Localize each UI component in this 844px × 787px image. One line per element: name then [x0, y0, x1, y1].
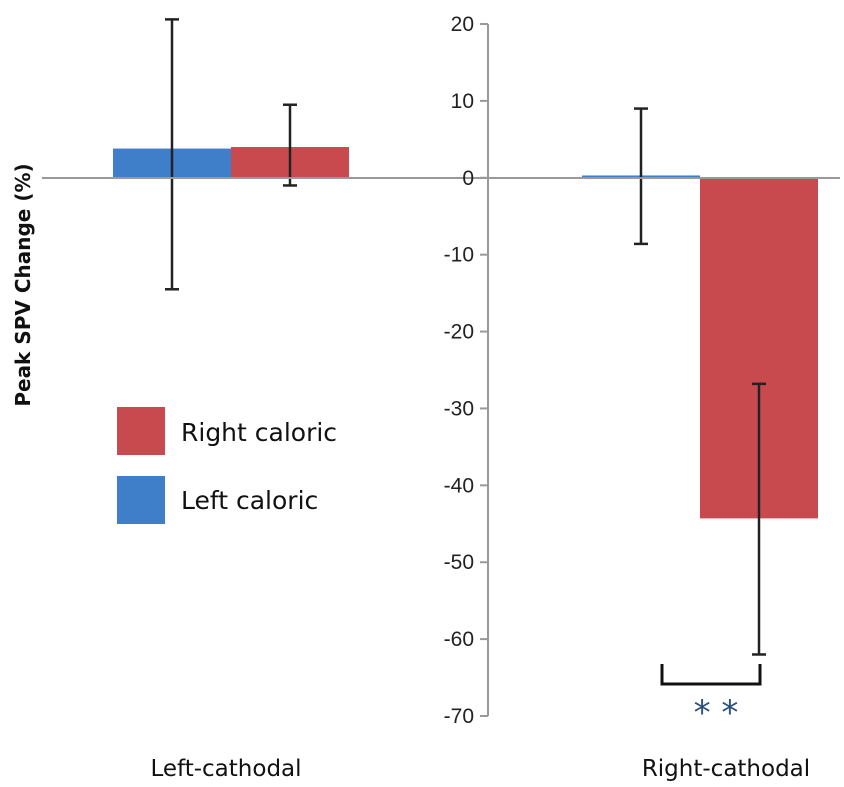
y-ticks-layer: 20 10 0 -10 -20 -30 -40 -50 -60 -70 [444, 13, 488, 728]
y-tick-label: -50 [444, 551, 474, 574]
y-tick-label: -70 [444, 705, 474, 728]
y-tick-label: -30 [444, 397, 474, 420]
legend-swatch-right-caloric [117, 407, 165, 455]
category-label-right: Right-cathodal [642, 756, 810, 782]
y-tick-label: 0 [462, 167, 474, 190]
y-tick-label: -60 [444, 628, 474, 651]
significance-stars: * * [694, 693, 739, 733]
category-label-left: Left-cathodal [150, 756, 301, 782]
legend: Right caloric Left caloric [117, 407, 337, 524]
y-tick-label: 20 [451, 13, 474, 36]
legend-swatch-left-caloric [117, 476, 165, 524]
y-axis-title: Peak SPV Change (%) [11, 163, 35, 406]
significance-bracket: * * [662, 664, 760, 733]
significance-bracket-line [662, 664, 760, 684]
y-tick-label: -10 [444, 244, 474, 267]
y-tick-label: 10 [451, 90, 474, 113]
legend-label-right-caloric: Right caloric [181, 418, 337, 447]
y-tick-label: -20 [444, 321, 474, 344]
legend-label-left-caloric: Left caloric [181, 486, 318, 515]
y-tick-label: -40 [444, 474, 474, 497]
